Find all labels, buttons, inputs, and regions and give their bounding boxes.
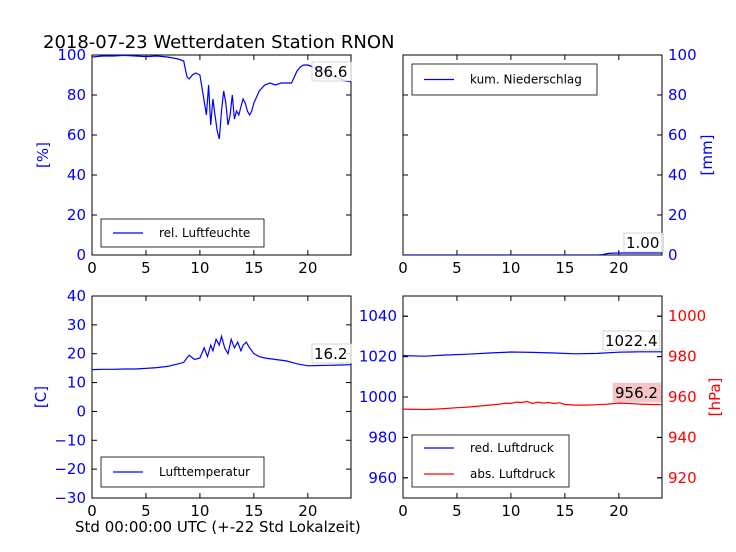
y-tick-label: 20: [67, 345, 86, 363]
y-tick-label: 960: [668, 388, 697, 406]
x-tick-label: 10: [190, 259, 209, 277]
y-axis-label: [mm]: [698, 135, 716, 176]
x-tick-label: 0: [398, 502, 408, 520]
y-tick-label: 1020: [359, 348, 397, 366]
y-tick-label: 40: [67, 287, 86, 305]
y-tick-label: 80: [668, 86, 687, 104]
y-tick-label: 0: [76, 402, 86, 420]
y-tick-label: 10: [67, 374, 86, 392]
last-value-box: [602, 330, 661, 351]
x-tick-label: 10: [190, 502, 209, 520]
humidity-panel: 0 5 10 15 20 0 20 40 60 80 100 [%] 86.6 rel. Luftfeuc…: [34, 46, 352, 277]
last-value-box: [612, 382, 662, 403]
x-tick-label: 20: [298, 502, 317, 520]
last-value-box: [311, 343, 352, 364]
last-value-label: 86.6: [314, 63, 347, 81]
last-value-label: 1.00: [626, 234, 659, 252]
x-tick-label: 20: [609, 259, 628, 277]
x-tick-label: 10: [501, 502, 520, 520]
y-tick-label: 980: [368, 428, 397, 446]
legend-entry: Lufttemperatur: [159, 465, 250, 479]
series-line-kum-niederschlag: [403, 252, 662, 255]
y-tick-label: 100: [668, 46, 697, 64]
temperature-panel: 0 5 10 15 20 −30 −20 −10 0 10 20 30 40 [C] 16.2 Lufttem…: [32, 287, 352, 520]
y-tick-label: 1000: [359, 388, 397, 406]
y-tick-label: 60: [668, 126, 687, 144]
y-axis-label: [hPa]: [706, 378, 724, 417]
x-tick-label: 15: [555, 259, 574, 277]
series-line-rel-luftfeuchte: [92, 55, 351, 140]
y-tick-label: 1040: [359, 307, 397, 325]
y-tick-label: 40: [67, 166, 86, 184]
legend-entry: rel. Luftfeuchte: [159, 226, 250, 240]
y-tick-label: 20: [668, 206, 687, 224]
y-axis-label: [%]: [34, 142, 52, 168]
x-tick-label: 10: [501, 259, 520, 277]
legend-box: [100, 218, 265, 248]
legend-box: [411, 434, 570, 488]
y-tick-label: 960: [368, 469, 397, 487]
x-tick-label: 5: [452, 259, 462, 277]
y-tick-label: 30: [67, 316, 86, 334]
temperature-axes-frame: [91, 295, 352, 499]
humidity-axes-frame: [91, 54, 352, 256]
y-tick-label: −10: [54, 431, 86, 449]
legend-entry: kum. Niederschlag: [470, 73, 582, 87]
y-tick-label: 40: [668, 166, 687, 184]
x-tick-label: 20: [298, 259, 317, 277]
figure-title: 2018-07-23 Wetterdaten Station RNON: [43, 32, 394, 53]
last-value-label: 956.2: [615, 384, 658, 402]
y-tick-label: 980: [668, 348, 697, 366]
last-value-box: [623, 232, 664, 253]
last-value-label: 16.2: [314, 345, 347, 363]
y-tick-label: 80: [67, 86, 86, 104]
legend-entry: abs. Luftdruck: [470, 467, 555, 481]
y-tick-label: 0: [668, 246, 678, 264]
legend-entry: red. Luftdruck: [470, 441, 554, 455]
y-tick-label: 1000: [668, 307, 706, 325]
x-tick-label: 5: [452, 502, 462, 520]
last-value-box: [311, 61, 352, 82]
y-tick-label: 20: [67, 206, 86, 224]
series-line-lufttemperatur: [92, 334, 351, 371]
y-tick-label: 940: [668, 428, 697, 446]
series-line-abs-luftdruck: [403, 400, 662, 411]
x-tick-label: 5: [141, 502, 151, 520]
y-tick-label: 0: [76, 246, 86, 264]
pressure-panel: 0 5 10 15 20 960 980 1000 1020 1040 920 940 960 980 10…: [359, 295, 724, 520]
x-tick-label: 20: [609, 502, 628, 520]
x-tick-label: 0: [87, 502, 97, 520]
y-tick-label: −30: [54, 489, 86, 507]
x-tick-label: 15: [244, 259, 263, 277]
x-axis-label: Std 00:00:00 UTC (+-22 Std Lokalzeit): [75, 518, 361, 536]
y-tick-label: 60: [67, 126, 86, 144]
y-tick-label: 100: [57, 46, 86, 64]
x-tick-label: 0: [87, 259, 97, 277]
x-tick-label: 5: [141, 259, 151, 277]
last-value-label: 1022.4: [605, 332, 658, 350]
y-tick-label: 920: [668, 469, 697, 487]
x-tick-label: 15: [244, 502, 263, 520]
x-tick-label: 0: [398, 259, 408, 277]
y-tick-label: −20: [54, 460, 86, 478]
y-axis-label: [C]: [32, 386, 50, 408]
precipitation-panel: 0 5 10 15 20 0 20 40 60 80 100 [mm] 1.00 kum. Nieders…: [398, 46, 716, 277]
series-line-red-luftdruck: [403, 351, 662, 357]
x-tick-label: 15: [555, 502, 574, 520]
